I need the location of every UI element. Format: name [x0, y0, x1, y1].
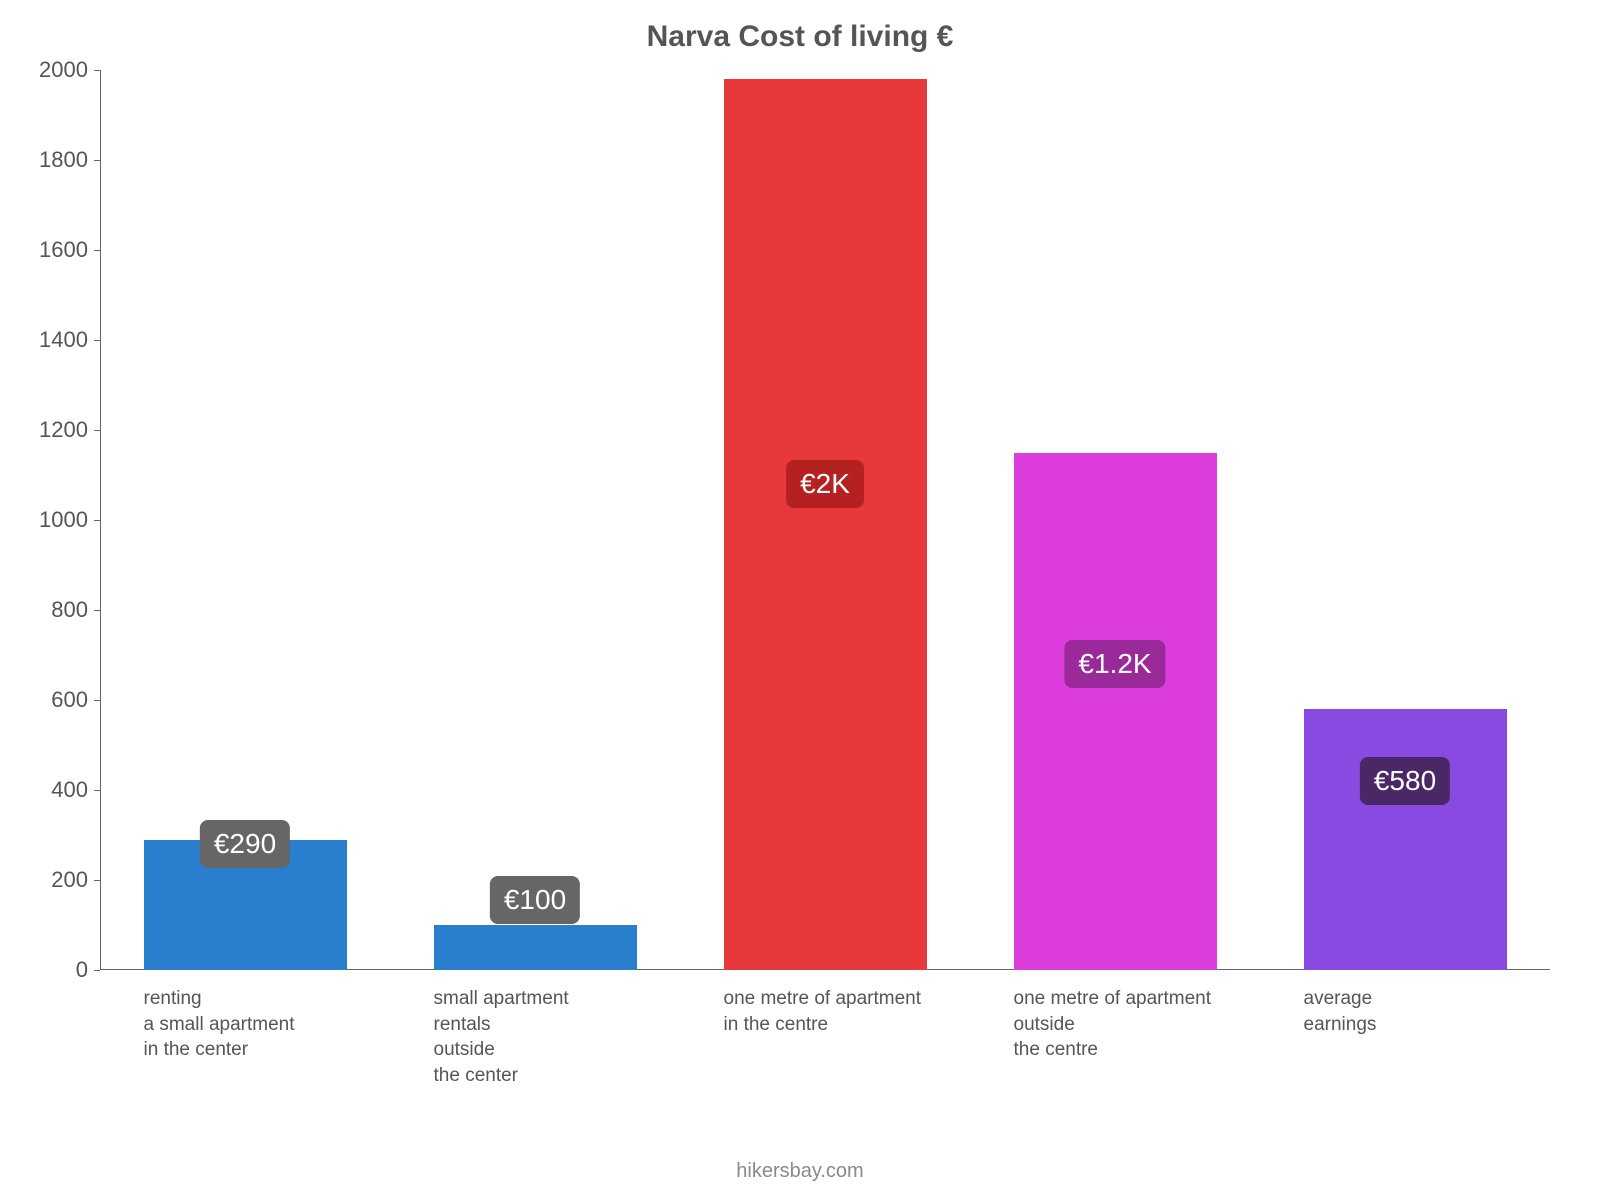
x-tick-label: average earnings — [1304, 970, 1547, 1037]
x-tick-label: small apartment rentals outside the cent… — [434, 970, 677, 1089]
bar — [724, 79, 927, 970]
bar-value-badge: €100 — [490, 876, 580, 924]
y-tick-label: 2000 — [39, 57, 100, 83]
y-tick-label: 0 — [76, 957, 100, 983]
y-tick-label: 1000 — [39, 507, 100, 533]
chart-title: Narva Cost of living € — [0, 20, 1600, 54]
y-tick-label: 1800 — [39, 147, 100, 173]
plot-area: 0200400600800100012001400160018002000€29… — [100, 70, 1550, 970]
y-tick-label: 800 — [51, 597, 100, 623]
y-tick-label: 1600 — [39, 237, 100, 263]
y-tick-label: 1200 — [39, 417, 100, 443]
y-tick-label: 600 — [51, 687, 100, 713]
chart-container: Narva Cost of living € 02004006008001000… — [0, 0, 1600, 1200]
x-tick-label: renting a small apartment in the center — [144, 970, 387, 1063]
bar-value-badge: €290 — [200, 820, 290, 868]
bar-value-badge: €1.2K — [1064, 640, 1165, 688]
x-tick-label: one metre of apartment in the centre — [724, 970, 967, 1037]
y-tick-label: 1400 — [39, 327, 100, 353]
bar-value-badge: €2K — [786, 460, 864, 508]
y-tick-label: 400 — [51, 777, 100, 803]
bar — [1014, 453, 1217, 971]
y-axis-line — [100, 70, 101, 970]
chart-credit: hikersbay.com — [0, 1160, 1600, 1183]
x-tick-label: one metre of apartment outside the centr… — [1014, 970, 1257, 1063]
y-tick-label: 200 — [51, 867, 100, 893]
bar — [1304, 709, 1507, 970]
bar-value-badge: €580 — [1360, 757, 1450, 805]
bar — [434, 925, 637, 970]
